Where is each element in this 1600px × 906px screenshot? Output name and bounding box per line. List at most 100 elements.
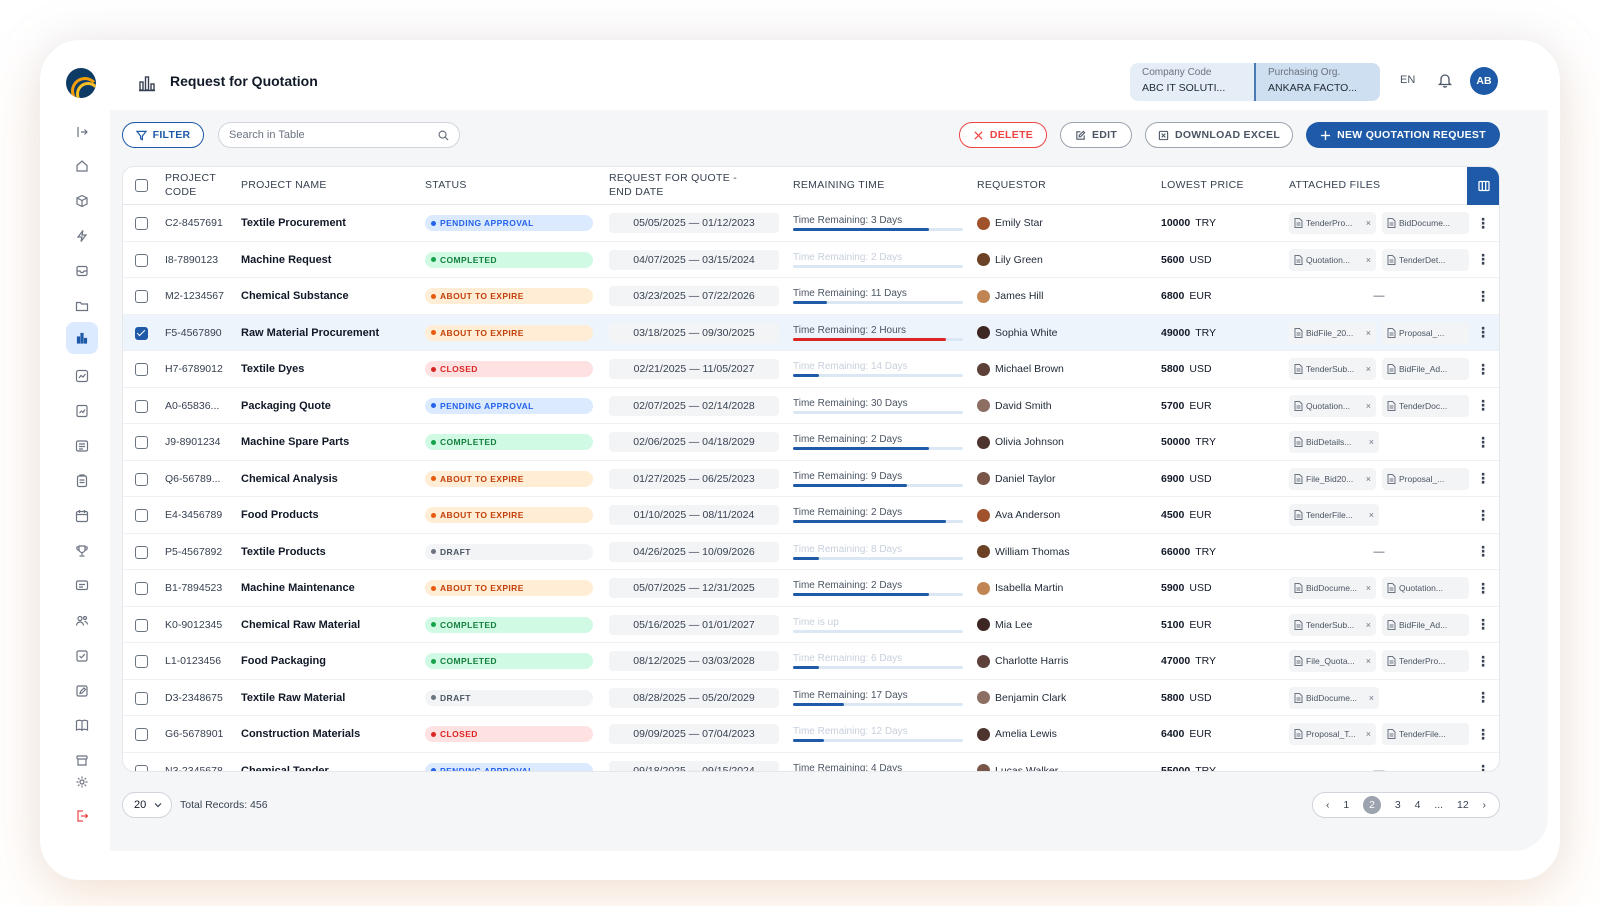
table-row[interactable]: I8-7890123 Machine Request COMPLETED 04/07/… bbox=[123, 242, 1499, 278]
attached-file-chip[interactable]: BidDocume... × bbox=[1289, 577, 1376, 599]
remove-file-icon[interactable]: × bbox=[1365, 619, 1371, 630]
project-name[interactable]: Textile Procurement bbox=[241, 217, 346, 229]
project-name[interactable]: Machine Spare Parts bbox=[241, 436, 350, 448]
user-avatar[interactable]: AB bbox=[1470, 67, 1498, 95]
sidebar-item-bar-chart[interactable] bbox=[66, 322, 98, 354]
table-row[interactable]: Q6-56789... Chemical Analysis ABOUT TO EXP… bbox=[123, 461, 1499, 497]
more-actions-icon[interactable]: ⋮ bbox=[1476, 543, 1490, 559]
more-actions-icon[interactable]: ⋮ bbox=[1476, 470, 1490, 486]
sidebar-item-list[interactable] bbox=[66, 430, 98, 462]
attached-file-chip[interactable]: BidFile_20... × bbox=[1289, 321, 1376, 344]
sidebar-item-settings[interactable] bbox=[66, 766, 98, 798]
prev-page-icon[interactable]: ‹ bbox=[1325, 799, 1330, 811]
table-row[interactable]: B1-7894523 Machine Maintenance ABOUT TO EX… bbox=[123, 570, 1499, 607]
row-checkbox[interactable] bbox=[135, 582, 148, 595]
attached-file-chip[interactable]: Quotation... bbox=[1382, 577, 1469, 599]
table-row[interactable]: C2-8457691 Textile Procurement PENDING APP… bbox=[123, 205, 1499, 242]
attached-file-chip[interactable]: Proposal_T... × bbox=[1289, 723, 1376, 745]
row-checkbox[interactable] bbox=[135, 217, 148, 230]
remove-file-icon[interactable]: × bbox=[1365, 583, 1371, 593]
project-name[interactable]: Textile Dyes bbox=[241, 363, 305, 375]
page-button[interactable]: 12 bbox=[1456, 799, 1469, 811]
attached-file-chip[interactable]: TenderFile... × bbox=[1289, 504, 1379, 526]
more-actions-icon[interactable]: ⋮ bbox=[1476, 652, 1490, 669]
page-size-select[interactable]: 20 bbox=[122, 792, 172, 818]
search-input[interactable] bbox=[229, 129, 429, 141]
page-button[interactable]: 4 bbox=[1414, 799, 1421, 811]
sidebar-item-trophy[interactable] bbox=[66, 535, 98, 567]
remove-file-icon[interactable]: × bbox=[1365, 254, 1371, 265]
purchasing-org-selector[interactable]: Purchasing Org. ANKARA FACTO... bbox=[1254, 63, 1380, 101]
org-selector[interactable]: Company Code ABC IT SOLUTI... Purchasing… bbox=[1130, 63, 1380, 101]
project-name[interactable]: Chemical Substance bbox=[241, 290, 349, 302]
header-attached-files[interactable]: ATTACHED FILES bbox=[1289, 179, 1381, 192]
remove-file-icon[interactable]: × bbox=[1365, 327, 1371, 338]
company-code-selector[interactable]: Company Code ABC IT SOLUTI... bbox=[1130, 63, 1254, 101]
attached-file-chip[interactable]: TenderPro... × bbox=[1289, 212, 1376, 234]
project-name[interactable]: Construction Materials bbox=[241, 728, 361, 740]
download-excel-button[interactable]: DOWNLOAD EXCEL bbox=[1145, 122, 1293, 148]
sidebar-item-archive[interactable] bbox=[66, 744, 98, 776]
header-project-code[interactable]: PROJECT CODE bbox=[165, 172, 216, 198]
sidebar-item-folder[interactable] bbox=[66, 290, 98, 322]
table-row[interactable]: H7-6789012 Textile Dyes CLOSED 02/21/2025 —… bbox=[123, 351, 1499, 388]
sidebar-item-bolt[interactable] bbox=[66, 220, 98, 252]
row-checkbox[interactable] bbox=[135, 545, 148, 559]
search-box[interactable] bbox=[218, 122, 460, 148]
more-actions-icon[interactable]: ⋮ bbox=[1476, 214, 1490, 231]
attached-file-chip[interactable]: Quotation... × bbox=[1289, 248, 1376, 271]
delete-button[interactable]: DELETE bbox=[959, 122, 1047, 148]
attached-file-chip[interactable]: TenderFile... bbox=[1382, 723, 1469, 745]
edit-button[interactable]: EDIT bbox=[1060, 122, 1132, 148]
row-checkbox[interactable] bbox=[135, 436, 148, 449]
table-row[interactable]: P5-4567892 Textile Products DRAFT 04/26/202… bbox=[123, 534, 1499, 570]
project-name[interactable]: Chemical Analysis bbox=[241, 472, 338, 485]
attached-file-chip[interactable]: BidDetails... × bbox=[1289, 431, 1379, 453]
attached-file-chip[interactable]: BidFile_Ad... bbox=[1382, 613, 1469, 636]
row-checkbox[interactable] bbox=[135, 472, 148, 486]
sidebar-item-home[interactable] bbox=[66, 150, 98, 182]
project-name[interactable]: Chemical Raw Material bbox=[241, 618, 361, 631]
more-actions-icon[interactable]: ⋮ bbox=[1476, 616, 1490, 632]
sidebar-item-collapse[interactable] bbox=[66, 116, 98, 148]
row-checkbox[interactable] bbox=[135, 253, 148, 267]
row-checkbox[interactable] bbox=[135, 618, 148, 632]
row-checkbox[interactable] bbox=[135, 290, 148, 303]
sidebar-item-line-chart[interactable] bbox=[66, 360, 98, 392]
remove-file-icon[interactable]: × bbox=[1365, 729, 1371, 739]
next-page-icon[interactable]: › bbox=[1482, 799, 1487, 811]
header-end-date[interactable]: REQUEST FOR QUOTE - END DATE bbox=[609, 172, 738, 198]
filter-button[interactable]: FILTER bbox=[122, 122, 204, 148]
row-checkbox[interactable] bbox=[135, 326, 148, 340]
attached-file-chip[interactable]: BidDocume... × bbox=[1289, 686, 1379, 709]
project-name[interactable]: Textile Products bbox=[241, 545, 326, 558]
table-row[interactable]: A0-65836... Packaging Quote PENDING APPROV… bbox=[123, 388, 1499, 424]
row-checkbox[interactable] bbox=[135, 655, 148, 668]
attached-file-chip[interactable]: Proposal_... bbox=[1382, 467, 1469, 490]
project-name[interactable]: Food Products bbox=[241, 509, 319, 521]
project-name[interactable]: Chemical Tender bbox=[241, 764, 329, 772]
more-actions-icon[interactable]: ⋮ bbox=[1476, 579, 1490, 596]
attached-file-chip[interactable]: File_Quota... × bbox=[1289, 650, 1376, 672]
more-actions-icon[interactable]: ⋮ bbox=[1476, 251, 1490, 267]
more-actions-icon[interactable]: ⋮ bbox=[1476, 360, 1490, 377]
project-name[interactable]: Machine Request bbox=[241, 253, 332, 266]
remove-file-icon[interactable]: × bbox=[1365, 400, 1371, 411]
attached-file-chip[interactable]: BidFile_Ad... bbox=[1382, 358, 1469, 380]
table-row[interactable]: L1-0123456 Food Packaging COMPLETED 08/12/2… bbox=[123, 643, 1499, 680]
attached-file-chip[interactable]: TenderSub... × bbox=[1289, 358, 1376, 380]
page-button[interactable]: 1 bbox=[1343, 799, 1350, 811]
remove-file-icon[interactable]: × bbox=[1365, 218, 1371, 228]
header-project-name[interactable]: PROJECT NAME bbox=[241, 179, 327, 192]
sidebar-item-logout[interactable] bbox=[66, 800, 98, 832]
attached-file-chip[interactable]: TenderSub... × bbox=[1289, 613, 1376, 636]
remove-file-icon[interactable]: × bbox=[1368, 510, 1374, 520]
attached-file-chip[interactable]: TenderDet... bbox=[1382, 248, 1469, 271]
remove-file-icon[interactable]: × bbox=[1365, 473, 1371, 484]
sidebar-item-report[interactable] bbox=[66, 395, 98, 427]
sidebar-item-users[interactable] bbox=[66, 605, 98, 637]
sidebar-item-calendar[interactable] bbox=[66, 500, 98, 532]
more-actions-icon[interactable]: ⋮ bbox=[1476, 287, 1490, 304]
row-checkbox[interactable] bbox=[135, 764, 148, 771]
row-checkbox[interactable] bbox=[135, 399, 148, 413]
